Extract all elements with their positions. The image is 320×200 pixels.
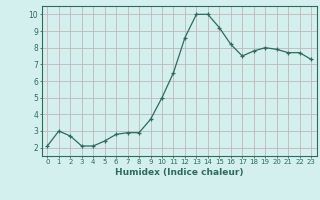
X-axis label: Humidex (Indice chaleur): Humidex (Indice chaleur) [115,168,244,177]
